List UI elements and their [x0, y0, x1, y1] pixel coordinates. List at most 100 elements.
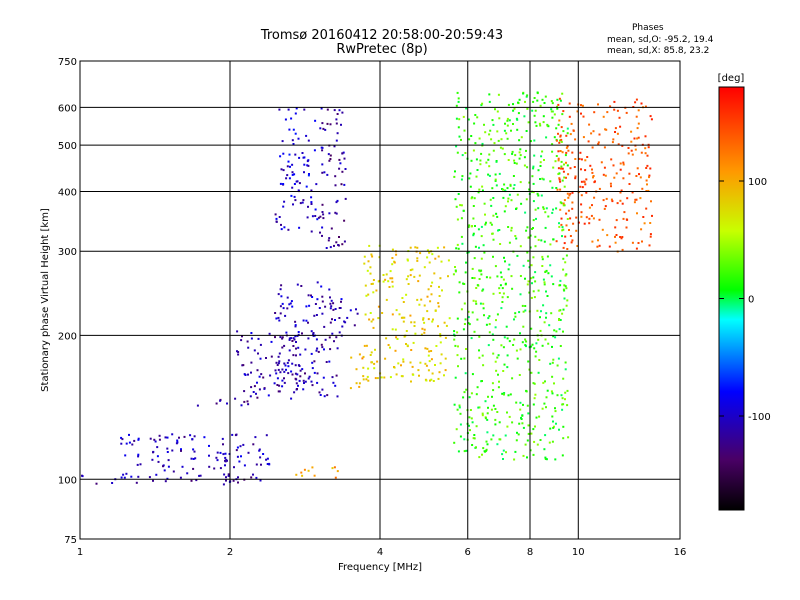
scatter-point [453, 403, 456, 406]
scatter-point [565, 146, 568, 149]
scatter-point [227, 474, 230, 477]
scatter-point [294, 335, 297, 338]
scatter-point [556, 188, 559, 191]
scatter-point [550, 110, 553, 113]
scatter-point [323, 395, 326, 398]
scatter-point [561, 454, 564, 457]
scatter-point [492, 352, 495, 355]
scatter-point [533, 397, 536, 400]
scatter-point [639, 197, 642, 200]
scatter-point [487, 395, 489, 398]
scatter-point [574, 177, 577, 180]
scatter-point [530, 140, 532, 143]
scatter-point [456, 91, 459, 94]
scatter-point [457, 345, 459, 348]
scatter-point [502, 196, 505, 199]
scatter-point [447, 275, 449, 278]
scatter-point [278, 360, 281, 363]
scatter-point [467, 310, 470, 313]
x-tick-label: 6 [465, 547, 471, 558]
scatter-point [566, 218, 569, 220]
scatter-point [290, 370, 293, 373]
scatter-point [224, 456, 227, 459]
scatter-point [297, 331, 300, 333]
scatter-point [494, 173, 497, 176]
scatter-point [502, 292, 505, 295]
scatter-point [614, 226, 617, 229]
scatter-point [151, 458, 154, 461]
scatter-point [453, 338, 456, 341]
scatter-point [413, 321, 416, 324]
scatter-point [277, 368, 280, 371]
scatter-point [636, 167, 639, 170]
scatter-point [513, 159, 516, 162]
scatter-point [463, 438, 466, 441]
scatter-point [606, 234, 609, 237]
scatter-point [559, 188, 562, 191]
scatter-point [597, 103, 599, 106]
scatter-point [507, 197, 510, 200]
scatter-point [326, 173, 329, 176]
scatter-point [288, 349, 291, 352]
scatter-point [523, 115, 526, 118]
scatter-point [478, 269, 481, 272]
scatter-point [490, 138, 493, 141]
scatter-point [470, 225, 473, 228]
scatter-point [522, 426, 525, 429]
scatter-point [462, 209, 465, 212]
scatter-point [492, 197, 495, 199]
scatter-point [518, 157, 521, 160]
scatter-point [526, 251, 529, 254]
scatter-point [318, 391, 321, 394]
scatter-point [338, 109, 341, 112]
scatter-point [486, 443, 489, 446]
scatter-point [541, 98, 544, 101]
scatter-point [247, 403, 250, 406]
scatter-point [499, 438, 502, 441]
scatter-point [562, 246, 565, 249]
scatter-point [255, 463, 258, 466]
scatter-point [426, 256, 429, 259]
scatter-point [519, 148, 522, 151]
scatter-point [562, 257, 565, 260]
scatter-point [557, 150, 560, 153]
scatter-point [299, 369, 302, 372]
scatter-point [321, 312, 324, 315]
scatter-point [492, 255, 494, 258]
scatter-point [517, 433, 520, 436]
scatter-point [537, 371, 540, 374]
scatter-point [250, 476, 253, 479]
scatter-point [296, 283, 299, 286]
scatter-point [481, 289, 484, 292]
scatter-point [430, 378, 433, 381]
scatter-point [438, 285, 440, 288]
scatter-point [333, 466, 336, 469]
scatter-point [287, 108, 290, 111]
scatter-point [614, 127, 617, 130]
scatter-point [361, 357, 364, 360]
scatter-point [494, 360, 497, 363]
scatter-point [636, 127, 639, 130]
scatter-point [290, 194, 293, 197]
scatter-point [544, 380, 546, 383]
scatter-point [270, 355, 273, 358]
phase-stats-x: mean, sd,X: 85.8, 23.2 [607, 46, 709, 56]
scatter-point [502, 449, 505, 452]
scatter-point [323, 325, 326, 328]
scatter-point [152, 451, 154, 454]
scatter-point [496, 356, 499, 359]
scatter-point [551, 345, 553, 348]
scatter-point [494, 408, 497, 410]
scatter-point [311, 384, 314, 387]
scatter-point [292, 143, 295, 145]
scatter-point [344, 321, 347, 324]
scatter-point [525, 95, 528, 98]
scatter-point [432, 318, 434, 321]
scatter-point [625, 111, 628, 114]
scatter-point [452, 273, 455, 276]
scatter-point [343, 157, 346, 160]
scatter-point [317, 350, 320, 353]
scatter-point [353, 324, 356, 327]
scatter-point [306, 164, 309, 167]
scatter-point [137, 453, 140, 456]
